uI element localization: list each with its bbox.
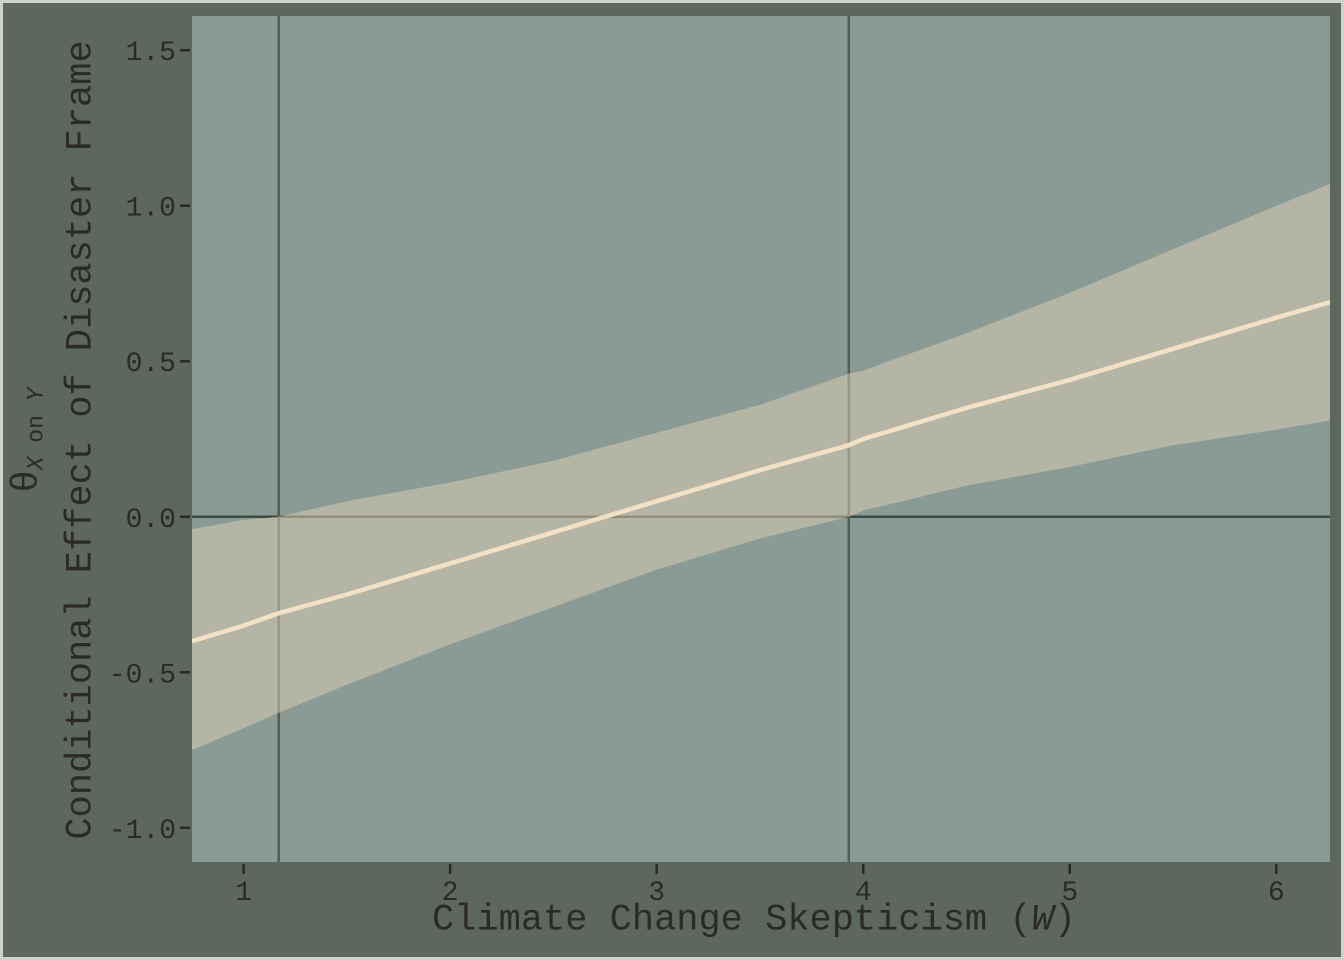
- y-tick-label: 1.0: [126, 194, 176, 225]
- y-tick-label: -0.5: [109, 660, 176, 691]
- axis-ticks: 1 2 3 4 5 6 -1.0 -0.5 0.0 0.5 1.0 1.5: [109, 38, 1285, 909]
- moderator-symbol: W: [1031, 899, 1054, 942]
- x-axis-title: Climate Change Skepticism (W): [432, 899, 1076, 942]
- x-tick-label: 1: [235, 878, 252, 909]
- x-tick-label: 3: [648, 878, 665, 909]
- y-tick-label: 1.5: [126, 38, 176, 69]
- x-tick-label: 2: [442, 878, 459, 909]
- x-tick-label: 6: [1268, 878, 1285, 909]
- y-axis-title-text: Conditional Effect of Disaster Frame: [60, 40, 103, 840]
- theta-symbol: θ: [6, 470, 49, 493]
- x-tick-label: 4: [855, 878, 872, 909]
- x-axis-title-text: Climate Change Skepticism (: [432, 899, 1032, 942]
- y-tick-label: -1.0: [109, 816, 176, 847]
- x-tick-label: 5: [1061, 878, 1078, 909]
- conditional-effect-line: [192, 299, 1330, 644]
- plot-artists: [192, 16, 1330, 862]
- confidence-band: [192, 183, 1330, 751]
- theta-subscript: X on Y: [23, 387, 50, 471]
- y-tick-label: 0.5: [126, 349, 176, 380]
- y-tick-label: 0.0: [126, 505, 176, 536]
- y-axis-title-theta: θX on Y: [6, 387, 50, 493]
- x-axis-title-close-paren: ): [1053, 899, 1076, 942]
